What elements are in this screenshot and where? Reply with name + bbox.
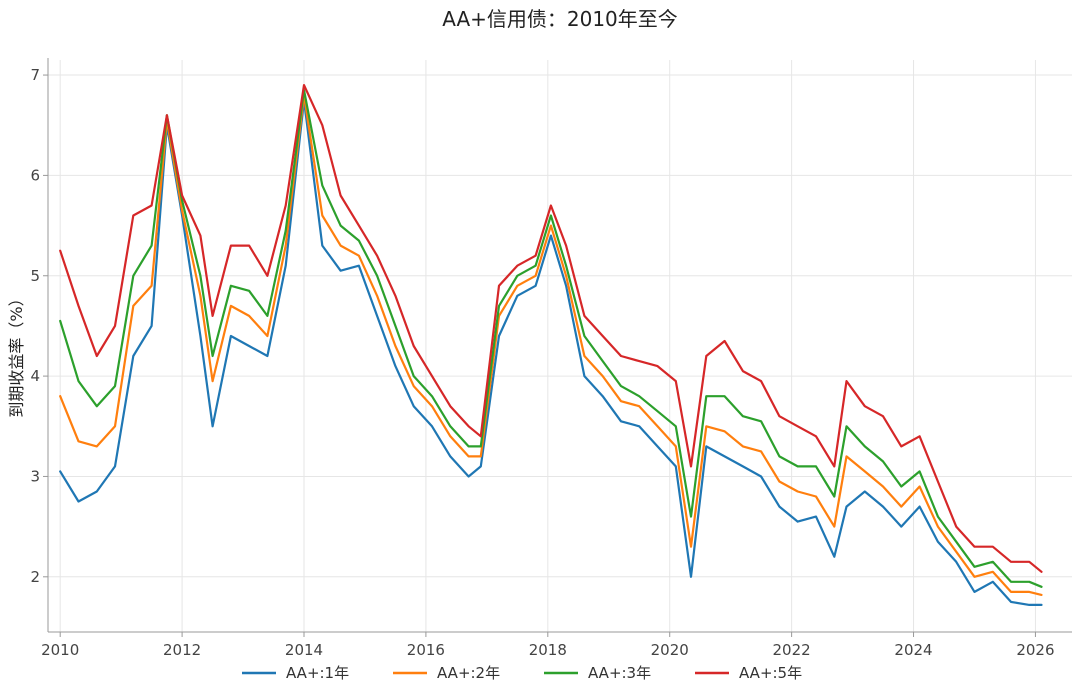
legend-item-2: AA+:2年 [393,664,500,682]
y-tick-label: 2 [30,568,40,586]
legend-label: AA+:2年 [437,664,500,682]
legend-item-1: AA+:1年 [242,664,349,682]
y-tick-label: 6 [30,166,40,184]
legend-label: AA+:1年 [286,664,349,682]
legend: AA+:1年 AA+:2年 AA+:3年 AA+:5年 [242,664,802,682]
x-tick-label: 2016 [407,641,445,659]
y-axis-label: 到期收益率（%） [7,290,26,417]
x-tick-label: 2020 [651,641,689,659]
x-tick-label: 2010 [41,641,79,659]
y-tick-label: 4 [30,367,40,385]
series-line-3 [59,88,1043,588]
grid [48,60,1072,632]
x-tick-label: 2014 [285,641,323,659]
y-tick-label: 3 [30,467,40,485]
legend-label: AA+:5年 [739,664,802,682]
x-tick-label: 2026 [1016,641,1054,659]
x-tick-label: 2022 [773,641,811,659]
x-tick-label: 2012 [163,641,201,659]
legend-label: AA+:3年 [588,664,651,682]
y-tick-label: 7 [30,66,40,84]
series-line-4 [59,83,1043,573]
legend-item-3: AA+:3年 [544,664,651,682]
x-tick-label: 2024 [894,641,932,659]
y-tick-label: 5 [30,267,40,285]
axes: 2010 2012 2014 2016 2018 2020 2022 2024 2026 2 3 4 5… [30,58,1072,659]
series-line-2 [59,93,1043,597]
chart-title: AA+信用债：2010年至今 [442,7,678,31]
series-line-1 [59,98,1043,607]
x-tick-label: 2018 [529,641,567,659]
legend-item-4: AA+:5年 [695,664,802,682]
series-group [59,83,1043,607]
